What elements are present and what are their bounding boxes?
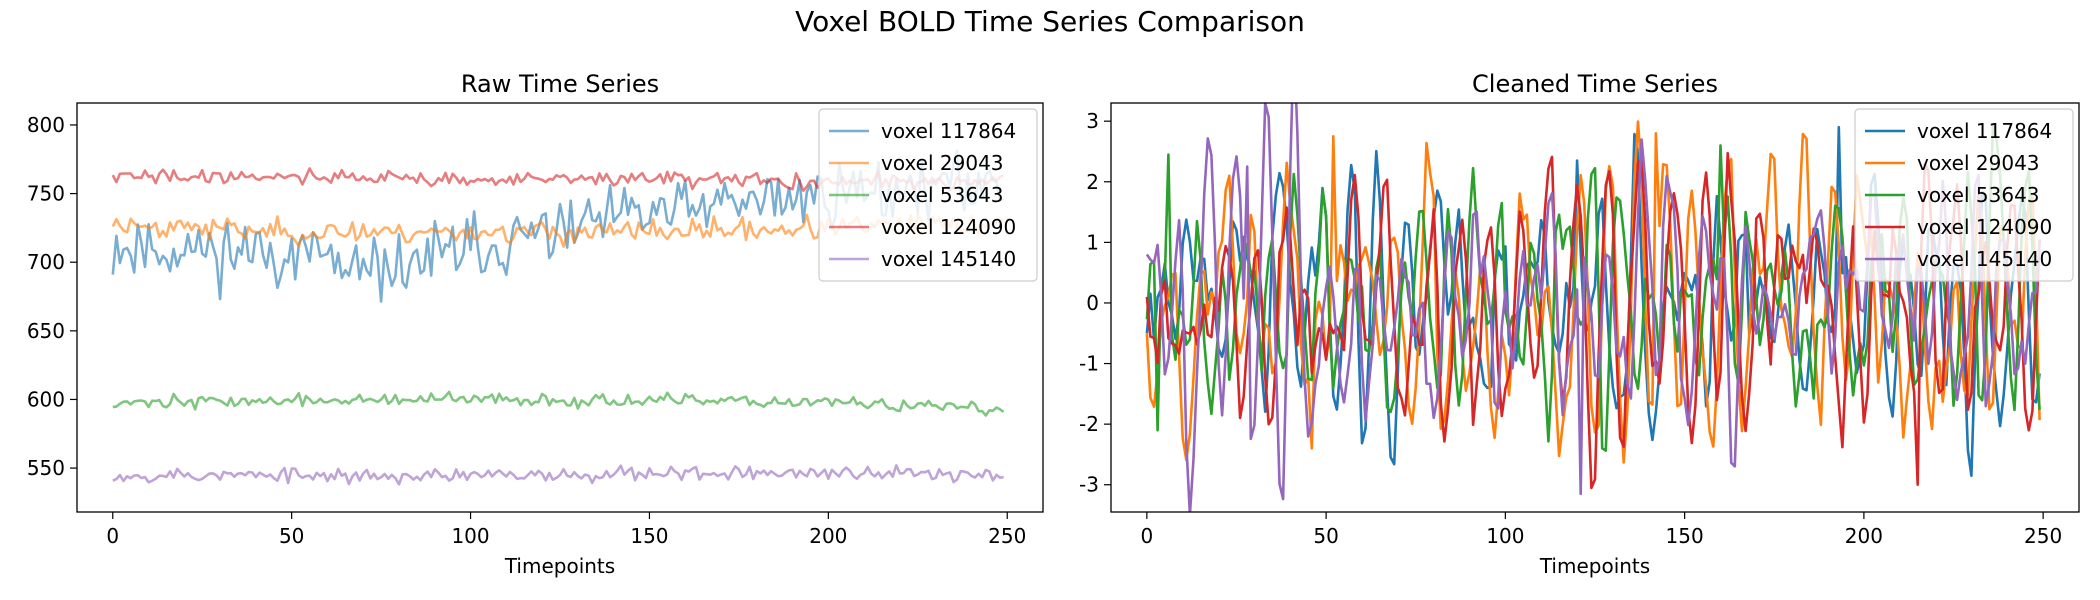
raw-time-series-panel: Raw Time Series 0 50 100 150 200 250 550 600 650 7… — [27, 70, 1044, 578]
legend: voxel 117864 voxel 29043 voxel 53643 voxel … — [818, 108, 1038, 282]
legend-label: voxel 117864 — [1917, 119, 2052, 143]
legend-box — [818, 108, 1038, 282]
panel-title: Raw Time Series — [461, 70, 659, 98]
x-tick-label: 200 — [809, 524, 847, 548]
axes-frame — [1110, 102, 2080, 513]
legend-label: voxel 29043 — [1917, 151, 2040, 175]
x-tick-label: 100 — [451, 524, 489, 548]
series-line-voxel-117864 — [1145, 125, 2041, 477]
y-tick-label: 2 — [1086, 170, 1099, 194]
series-line-voxel-53643 — [112, 390, 1005, 417]
x-tick-label: 100 — [1486, 524, 1524, 548]
y-tick-label: 700 — [27, 250, 65, 274]
panel-title: Cleaned Time Series — [1472, 70, 1718, 98]
x-tick-label: 250 — [988, 524, 1026, 548]
x-axis-label: Timepoints — [1539, 554, 1650, 578]
y-tick-label: 1 — [1086, 230, 1099, 254]
legend-label: voxel 145140 — [1917, 247, 2052, 271]
legend-label: voxel 53643 — [881, 183, 1004, 207]
x-tick-label: 150 — [1666, 524, 1704, 548]
y-tick-label: -2 — [1079, 412, 1099, 436]
axes-frame — [76, 102, 1044, 513]
x-tick-label: 150 — [630, 524, 668, 548]
legend-label: voxel 124090 — [881, 215, 1016, 239]
x-tick-label: 250 — [2024, 524, 2062, 548]
y-tick-label: 0 — [1086, 291, 1099, 315]
y-tick-label: 550 — [27, 456, 65, 480]
x-tick-label: 200 — [1845, 524, 1883, 548]
y-tick-label: 3 — [1086, 109, 1099, 133]
y-tick-label: 650 — [27, 319, 65, 343]
legend-label: voxel 117864 — [881, 119, 1016, 143]
x-axis-label: Timepoints — [504, 554, 615, 578]
x-tick-label: 0 — [1140, 524, 1153, 548]
y-tick-label: 750 — [27, 182, 65, 206]
y-tick-label: 600 — [27, 387, 65, 411]
legend-label: voxel 124090 — [1917, 215, 2052, 239]
y-tick-label: -1 — [1079, 352, 1099, 376]
legend: voxel 117864 voxel 29043 voxel 53643 voxel … — [1854, 108, 2074, 282]
x-tick-label: 50 — [279, 524, 304, 548]
x-tick-label: 50 — [1313, 524, 1338, 548]
y-tick-label: -3 — [1079, 473, 1099, 497]
legend-box — [1854, 108, 2074, 282]
series-line-voxel-145140 — [1145, 103, 2041, 512]
legend-label: voxel 53643 — [1917, 183, 2040, 207]
page-title: Voxel BOLD Time Series Comparison — [795, 5, 1305, 38]
x-tick-label: 0 — [106, 524, 119, 548]
y-tick-label: 800 — [27, 113, 65, 137]
legend-label: voxel 29043 — [881, 151, 1004, 175]
legend-label: voxel 145140 — [881, 247, 1016, 271]
cleaned-time-series-panel: Cleaned Time Series 0 50 100 150 200 250 -3 -2 -1… — [1079, 70, 2080, 578]
series-line-voxel-145140 — [112, 464, 1004, 486]
series-line-voxel-29043 — [1145, 120, 2041, 464]
